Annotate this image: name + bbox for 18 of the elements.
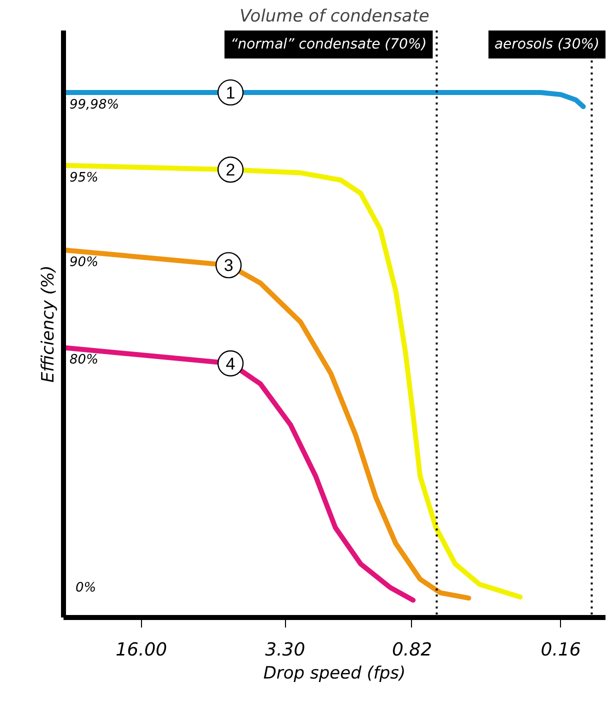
annotation: 99,98% bbox=[70, 97, 120, 112]
chart-title: Volume of condensate bbox=[240, 6, 430, 26]
annotation: 0% bbox=[76, 580, 96, 596]
series-label: 4 bbox=[226, 354, 236, 374]
annotation: 90% bbox=[70, 254, 98, 270]
series-label: 2 bbox=[226, 160, 236, 180]
x-tick-label: 0.82 bbox=[392, 640, 432, 660]
x-tick-label: 16.00 bbox=[116, 640, 168, 660]
series-label: 3 bbox=[224, 256, 234, 276]
x-tick-label: 3.30 bbox=[265, 640, 306, 660]
ref-line-label: “normal” condensate (70%) bbox=[230, 36, 427, 52]
ref-line-label: aerosols (30%) bbox=[494, 36, 600, 52]
x-tick-label: 0.16 bbox=[540, 640, 581, 660]
x-axis-title: Drop speed (fps) bbox=[263, 664, 406, 684]
series-label: 1 bbox=[226, 83, 236, 102]
y-axis-title: Efficiency (%) bbox=[38, 265, 58, 383]
annotation: 95% bbox=[70, 170, 98, 186]
annotation: 80% bbox=[70, 352, 98, 368]
